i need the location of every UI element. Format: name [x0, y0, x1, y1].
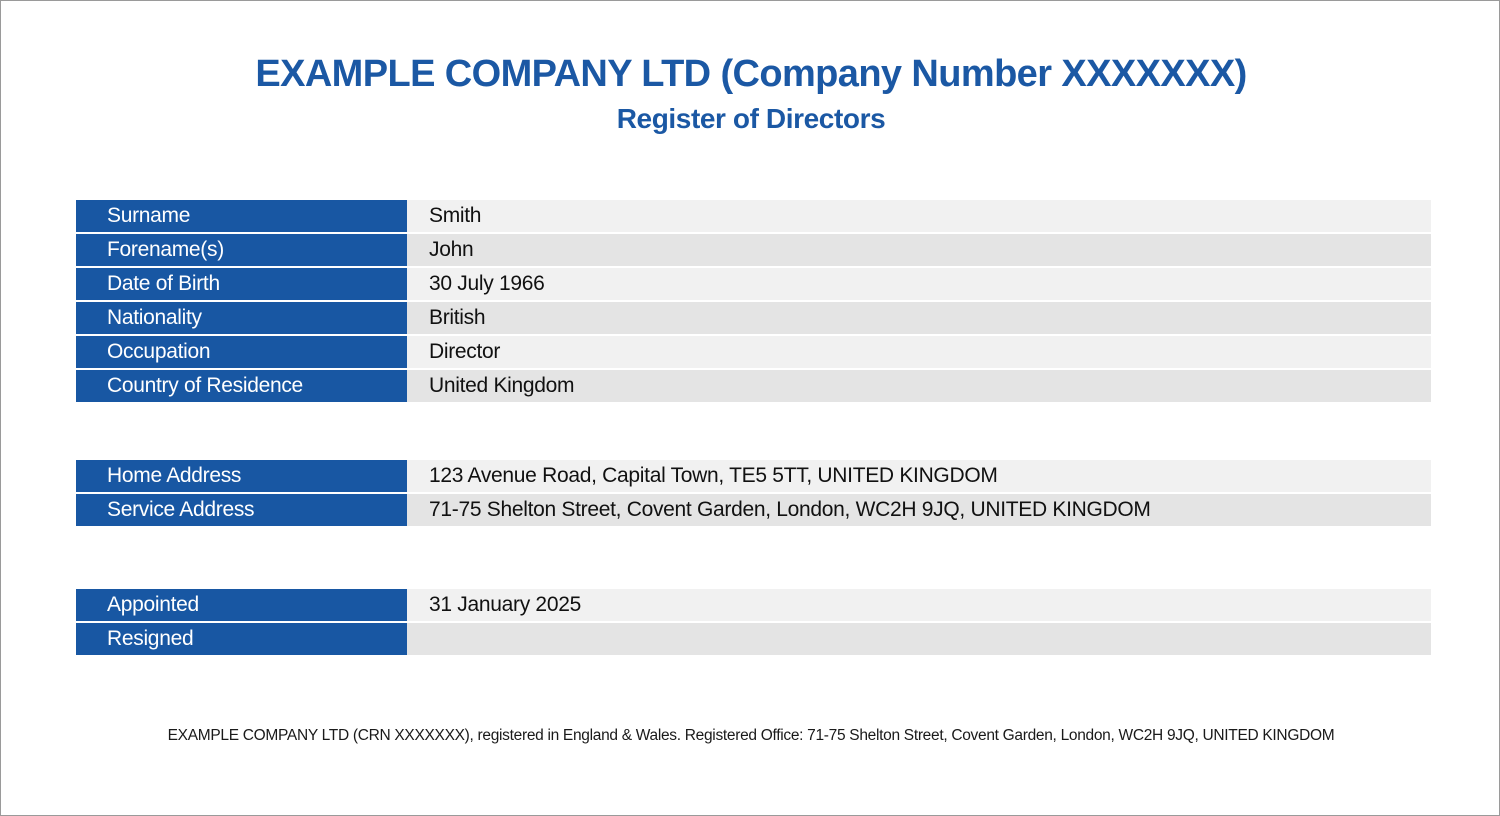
field-value-home-address: 123 Avenue Road, Capital Town, TE5 5TT, …	[407, 460, 1431, 494]
field-label-forenames: Forename(s)	[76, 234, 407, 268]
table-row-date-of-birth: Date of Birth 30 July 1966	[76, 268, 1431, 302]
field-value-appointed: 31 January 2025	[407, 589, 1431, 623]
table-row-country-of-residence: Country of Residence United Kingdom	[76, 370, 1431, 404]
field-value-date-of-birth: 30 July 1966	[407, 268, 1431, 302]
appointment-table: Appointed 31 January 2025 Resigned	[76, 589, 1431, 657]
field-label-country-of-residence: Country of Residence	[76, 370, 407, 404]
field-value-nationality: British	[407, 302, 1431, 336]
field-label-home-address: Home Address	[76, 460, 407, 494]
field-label-date-of-birth: Date of Birth	[76, 268, 407, 302]
table-row-occupation: Occupation Director	[76, 336, 1431, 370]
field-label-occupation: Occupation	[76, 336, 407, 370]
field-label-nationality: Nationality	[76, 302, 407, 336]
field-value-service-address: 71-75 Shelton Street, Covent Garden, Lon…	[407, 494, 1431, 528]
address-table: Home Address 123 Avenue Road, Capital To…	[76, 460, 1431, 528]
field-value-country-of-residence: United Kingdom	[407, 370, 1431, 404]
table-row-home-address: Home Address 123 Avenue Road, Capital To…	[76, 460, 1431, 494]
field-value-surname: Smith	[407, 200, 1431, 234]
field-value-forenames: John	[407, 234, 1431, 268]
field-value-occupation: Director	[407, 336, 1431, 370]
table-row-service-address: Service Address 71-75 Shelton Street, Co…	[76, 494, 1431, 528]
field-label-appointed: Appointed	[76, 589, 407, 623]
document-subtitle: Register of Directors	[616, 103, 886, 134]
field-label-surname: Surname	[76, 200, 407, 234]
table-row-nationality: Nationality British	[76, 302, 1431, 336]
table-row-forenames: Forename(s) John	[76, 234, 1431, 268]
table-row-appointed: Appointed 31 January 2025	[76, 589, 1431, 623]
table-row-surname: Surname Smith	[76, 200, 1431, 234]
field-value-resigned	[407, 623, 1431, 657]
document-title: EXAMPLE COMPANY LTD (Company Number XXXX…	[255, 53, 1247, 95]
registered-office-footer: EXAMPLE COMPANY LTD (CRN XXXXXXX), regis…	[167, 727, 1335, 744]
field-label-resigned: Resigned	[76, 623, 407, 657]
personal-details-table: Surname Smith Forename(s) John Date of B…	[76, 200, 1431, 404]
table-row-resigned: Resigned	[76, 623, 1431, 657]
field-label-service-address: Service Address	[76, 494, 407, 528]
